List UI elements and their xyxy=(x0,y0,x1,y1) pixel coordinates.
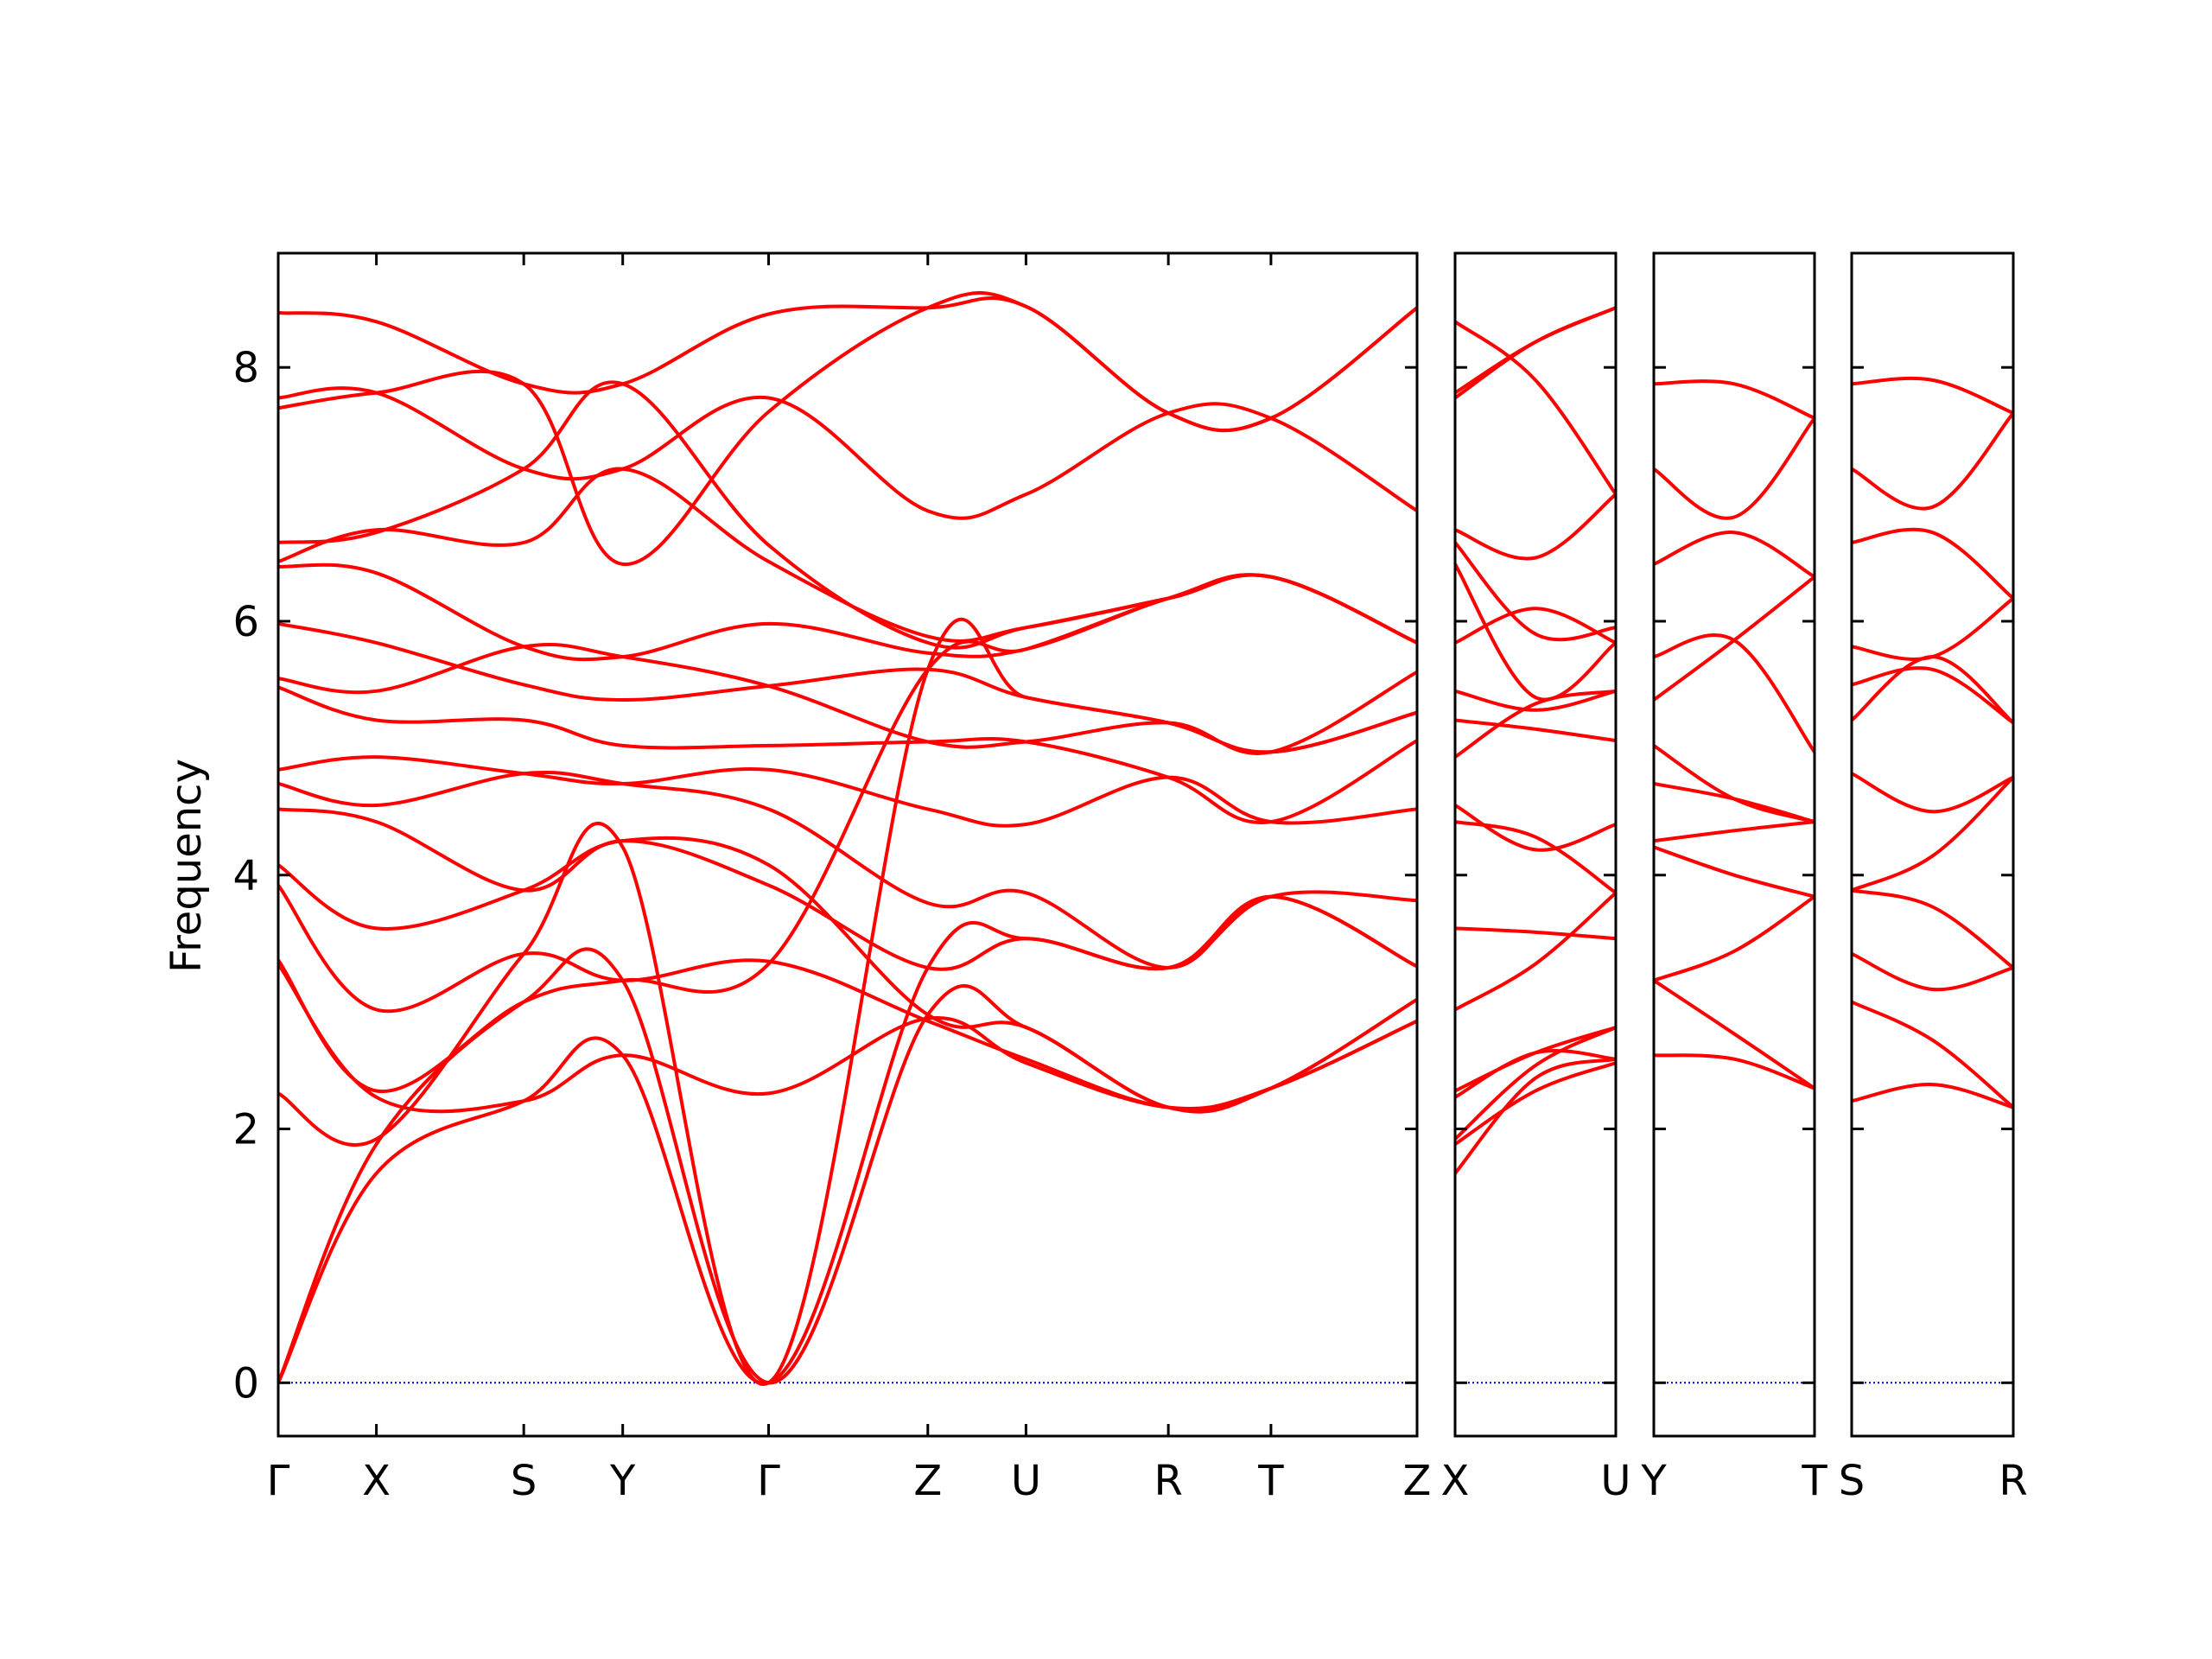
band-line xyxy=(1852,1083,2013,1109)
x-tick-label: S xyxy=(1839,1457,1865,1505)
y-tick-label: 6 xyxy=(232,598,259,646)
band-line xyxy=(1852,888,2013,969)
x-tick-label: Y xyxy=(1640,1457,1667,1505)
band-line xyxy=(278,836,1417,1114)
band-line xyxy=(278,617,1417,1386)
band-line xyxy=(1654,575,1815,702)
band-line xyxy=(278,290,1417,566)
bands-yt xyxy=(1654,379,1815,1090)
band-line xyxy=(1852,772,2013,814)
band-line xyxy=(1455,493,1616,561)
band-line xyxy=(1654,416,1815,520)
band-line xyxy=(1654,820,1815,843)
band-line xyxy=(278,685,1417,824)
band-line xyxy=(1455,306,1616,400)
band-line xyxy=(1852,596,2013,661)
x-tick-label: X xyxy=(1441,1457,1470,1505)
panel-frame xyxy=(1453,251,1618,1438)
bands-main xyxy=(278,290,1417,1386)
band-line xyxy=(1852,1000,2013,1109)
band-line xyxy=(1654,531,1815,579)
band-line xyxy=(1654,845,1815,899)
band-line xyxy=(1455,607,1616,645)
band-line xyxy=(1654,379,1815,420)
band-line xyxy=(278,467,1417,645)
band-line xyxy=(1654,978,1815,1090)
band-line xyxy=(1455,689,1616,760)
x-tick-label: R xyxy=(1154,1457,1182,1505)
band-line xyxy=(1455,1026,1616,1141)
x-tick-label: Γ xyxy=(757,1457,780,1505)
x-tick-label: Z xyxy=(1403,1457,1432,1505)
panel-frame xyxy=(1850,251,2015,1438)
x-tick-label: U xyxy=(1011,1457,1041,1505)
x-tick-label: S xyxy=(511,1457,537,1505)
x-tick-label: T xyxy=(1801,1457,1827,1505)
band-line xyxy=(278,883,1417,1111)
band-line xyxy=(278,894,1417,1385)
y-tick-label: 2 xyxy=(232,1106,259,1154)
band-line xyxy=(1455,689,1616,712)
band-line xyxy=(278,563,1417,662)
panel-frame xyxy=(276,251,1419,1438)
panel-frame xyxy=(1652,251,1816,1438)
band-line xyxy=(1654,894,1815,982)
band-line xyxy=(1455,1057,1616,1175)
band-line xyxy=(1654,633,1815,754)
band-line xyxy=(1455,1061,1616,1147)
x-tick-label: T xyxy=(1257,1457,1284,1505)
band-line xyxy=(1654,743,1815,824)
band-line xyxy=(1654,782,1815,824)
band-line xyxy=(278,962,1417,1114)
band-line xyxy=(1455,320,1616,497)
band-line xyxy=(278,643,1417,755)
band-line xyxy=(278,386,1417,520)
x-tick-label: U xyxy=(1600,1457,1630,1505)
y-tick-label: 8 xyxy=(232,344,259,392)
band-line xyxy=(278,947,1417,1385)
x-tick-label: Z xyxy=(913,1457,942,1505)
band-line xyxy=(278,573,1417,1093)
x-tick-label: Y xyxy=(609,1457,636,1505)
x-tick-label: X xyxy=(362,1457,391,1505)
band-line xyxy=(1852,527,2013,601)
band-line xyxy=(1455,562,1616,702)
band-line xyxy=(1455,891,1616,1012)
bands-sr xyxy=(1852,376,2013,1109)
band-line xyxy=(1654,1053,1815,1090)
band-line xyxy=(1455,718,1616,743)
band-line xyxy=(1455,1049,1616,1099)
panel-main: 0 2 4 6 8 Γ X S Y Γ Z U R T Z xyxy=(232,251,1432,1505)
band-line xyxy=(1852,655,2013,725)
band-line xyxy=(278,807,1417,971)
band-line xyxy=(1455,926,1616,941)
band-line xyxy=(278,755,1417,828)
band-line xyxy=(1455,804,1616,852)
band-line xyxy=(1852,775,2013,893)
y-tick-label: 4 xyxy=(232,852,259,900)
band-line xyxy=(278,621,1417,754)
frequency-axis-label: Frequency xyxy=(162,759,211,973)
band-line xyxy=(1852,411,2013,511)
ylabel: Frequency xyxy=(162,759,211,973)
band-line xyxy=(1455,820,1616,895)
bands-xu xyxy=(1455,306,1616,1175)
x-tick-label: R xyxy=(1999,1457,2027,1505)
x-tick-label: Γ xyxy=(267,1457,290,1505)
band-line xyxy=(1852,376,2013,416)
band-line xyxy=(1852,951,2013,992)
y-tick-label: 0 xyxy=(232,1359,259,1408)
band-line xyxy=(1852,666,2013,725)
